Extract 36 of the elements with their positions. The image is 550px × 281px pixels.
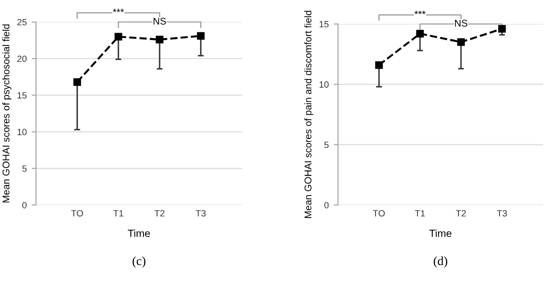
x-tick-label: TO <box>373 210 385 216</box>
x-tick-label: T3 <box>496 210 507 216</box>
x-tick-label: T2 <box>456 210 466 216</box>
y-tick-label: 0 <box>22 202 27 208</box>
point <box>156 36 164 44</box>
x-tick-label: T3 <box>196 210 206 216</box>
y-tick-label: 15 <box>18 92 27 99</box>
point <box>457 38 465 46</box>
point <box>375 61 383 69</box>
text: *** <box>414 10 426 14</box>
x-axis-title: Time <box>429 229 452 238</box>
y-tick-label: 5 <box>22 165 27 172</box>
y-tick-label: 10 <box>320 81 329 88</box>
y-tick-label: 20 <box>17 56 27 62</box>
y-axis-title: Mean GOHAI scores of pain and discomfort field <box>304 10 314 218</box>
annotation: NS <box>455 20 468 27</box>
x-tick-label: T2 <box>154 210 164 216</box>
point <box>73 78 82 86</box>
y-tick-label: 0 <box>324 202 329 208</box>
x-tick-label: T1 <box>414 210 425 216</box>
point <box>416 30 424 38</box>
text: (d) <box>434 256 448 268</box>
point <box>114 32 122 40</box>
x-axis-title: Time <box>128 229 150 238</box>
point <box>196 32 205 40</box>
y-tick-label: 10 <box>18 128 27 136</box>
y-tick-label: 5 <box>324 142 329 148</box>
y-tick-label: 25 <box>17 18 27 26</box>
annotation: NS <box>154 18 166 25</box>
text: (c) <box>132 256 146 268</box>
text: *** <box>112 8 124 12</box>
x-tick-label: TO <box>71 210 83 216</box>
x-tick-label: T1 <box>113 210 124 216</box>
y-tick-label: 15 <box>320 21 329 28</box>
y-axis-title: Mean GOHAI scores of psychosocial field <box>2 24 12 202</box>
point <box>498 25 506 33</box>
